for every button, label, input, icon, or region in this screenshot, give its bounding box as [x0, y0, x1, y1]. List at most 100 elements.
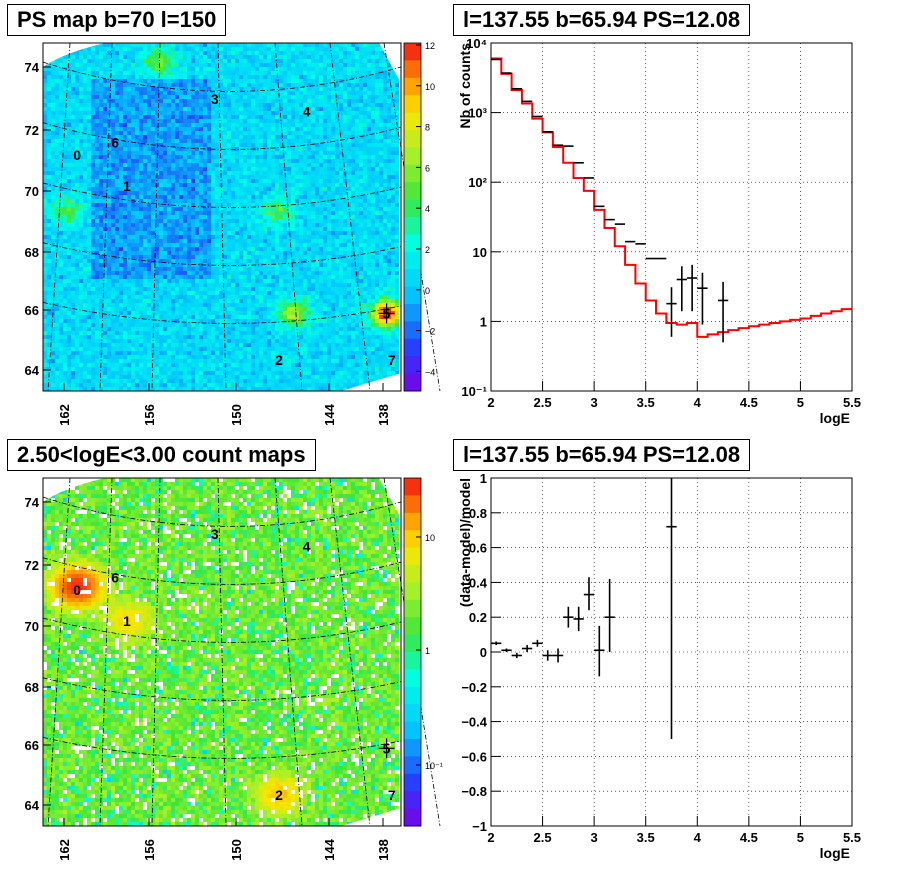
map-pixel: [395, 207, 399, 211]
map-pixel: [259, 127, 263, 131]
map-pixel: [139, 51, 143, 55]
map-pixel: [143, 115, 147, 119]
map-pixel: [327, 151, 331, 155]
map-pixel: [95, 255, 99, 259]
map-pixel: [79, 219, 83, 223]
map-pixel: [315, 107, 319, 111]
map-pixel: [127, 47, 131, 51]
map-pixel: [375, 195, 379, 199]
map-pixel: [291, 167, 295, 171]
map-pixel: [343, 187, 347, 191]
map-pixel: [247, 123, 251, 127]
map-pixel: [247, 51, 251, 55]
map-pixel: [231, 163, 235, 167]
map-pixel: [171, 167, 175, 171]
map-pixel: [215, 203, 219, 207]
map-pixel: [179, 163, 183, 167]
map-pixel: [211, 119, 215, 123]
map-pixel: [391, 119, 395, 123]
map-pixel: [123, 195, 127, 199]
map-pixel: [71, 103, 75, 107]
map-pixel: [311, 191, 315, 195]
map-pixel: [83, 251, 87, 255]
map-pixel: [319, 207, 323, 211]
map-pixel: [311, 107, 315, 111]
map-pixel: [151, 151, 155, 155]
map-pixel: [235, 247, 239, 251]
map-pixel: [123, 211, 127, 215]
map-pixel: [363, 87, 367, 91]
map-pixel: [287, 247, 291, 251]
map-pixel: [59, 195, 63, 199]
map-pixel: [259, 199, 263, 203]
map-pixel: [191, 83, 195, 87]
map-pixel: [275, 199, 279, 203]
map-pixel: [327, 47, 331, 51]
map-pixel: [95, 175, 99, 179]
map-pixel: [331, 131, 335, 135]
map-pixel: [91, 267, 95, 271]
map-pixel: [111, 183, 115, 187]
map-pixel: [139, 163, 143, 167]
map-pixel: [307, 131, 311, 135]
map-pixel: [67, 131, 71, 135]
map-pixel: [199, 183, 203, 187]
map-pixel: [55, 223, 59, 227]
map-pixel: [191, 195, 195, 199]
map-pixel: [111, 207, 115, 211]
map-pixel: [207, 59, 211, 63]
map-pixel: [167, 147, 171, 151]
map-pixel: [267, 99, 271, 103]
map-pixel: [135, 103, 139, 107]
map-pixel: [275, 75, 279, 79]
map-pixel: [211, 123, 215, 127]
map-pixel: [211, 139, 215, 143]
map-pixel: [123, 227, 127, 231]
map-pixel: [307, 167, 311, 171]
map-pixel: [319, 183, 323, 187]
map-pixel: [303, 183, 307, 187]
map-pixel: [351, 127, 355, 131]
map-pixel: [151, 227, 155, 231]
map-pixel: [131, 135, 135, 139]
map-pixel: [223, 163, 227, 167]
map-pixel: [307, 207, 311, 211]
map-pixel: [203, 67, 207, 71]
map-pixel: [99, 167, 103, 171]
map-pixel: [91, 119, 95, 123]
map-pixel: [91, 259, 95, 263]
map-pixel: [199, 55, 203, 59]
map-pixel: [163, 167, 167, 171]
map-pixel: [99, 151, 103, 155]
map-pixel: [107, 231, 111, 235]
map-pixel: [339, 111, 343, 115]
map-pixel: [111, 231, 115, 235]
map-pixel: [287, 211, 291, 215]
map-pixel: [187, 219, 191, 223]
map-pixel: [331, 219, 335, 223]
map-pixel: [255, 131, 259, 135]
map-pixel: [327, 43, 331, 47]
map-pixel: [231, 251, 235, 255]
map-pixel: [103, 179, 107, 183]
map-pixel: [387, 231, 391, 235]
map-pixel: [319, 195, 323, 199]
map-pixel: [239, 167, 243, 171]
map-pixel: [235, 91, 239, 95]
map-pixel: [335, 127, 339, 131]
map-pixel: [251, 231, 255, 235]
map-pixel: [107, 255, 111, 259]
map-pixel: [175, 247, 179, 251]
map-pixel: [359, 211, 363, 215]
map-pixel: [135, 227, 139, 231]
map-pixel: [55, 235, 59, 239]
map-pixel: [107, 207, 111, 211]
map-pixel: [267, 167, 271, 171]
map-pixel: [115, 215, 119, 219]
map-pixel: [299, 143, 303, 147]
map-pixel: [383, 91, 387, 95]
map-pixel: [63, 243, 67, 247]
map-pixel: [119, 195, 123, 199]
map-pixel: [167, 175, 171, 179]
map-pixel: [103, 139, 107, 143]
